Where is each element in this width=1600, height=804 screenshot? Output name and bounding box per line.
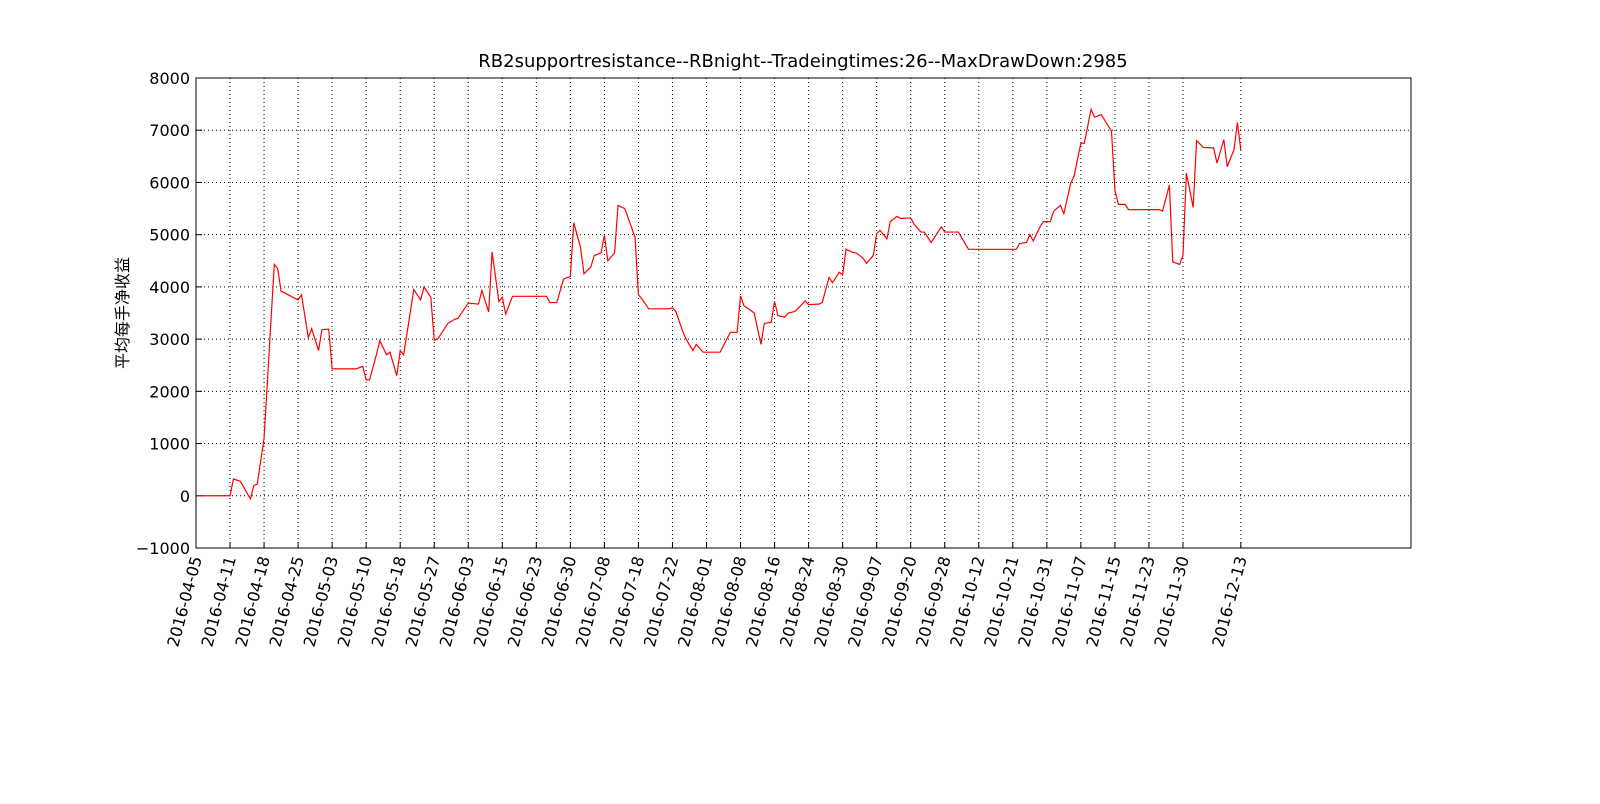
y-tick-label: 2000 bbox=[149, 382, 190, 401]
y-tick-label: 8000 bbox=[149, 69, 190, 88]
y-tick-label: 0 bbox=[180, 487, 190, 506]
y-tick-label: 3000 bbox=[149, 330, 190, 349]
y-tick-label: −1000 bbox=[136, 539, 190, 558]
y-tick-label: 1000 bbox=[149, 435, 190, 454]
line-series bbox=[196, 107, 1242, 501]
y-tick-label: 7000 bbox=[149, 121, 190, 140]
y-tick-label: 4000 bbox=[149, 278, 190, 297]
y-tick-label: 6000 bbox=[149, 173, 190, 192]
y-axis-label: 平均每手净收益 bbox=[113, 257, 132, 369]
plot-frame bbox=[195, 77, 1412, 549]
y-tick-label: 5000 bbox=[149, 226, 190, 245]
chart-title: RB2supportresistance--RBnight--Tradeingt… bbox=[478, 51, 1127, 72]
